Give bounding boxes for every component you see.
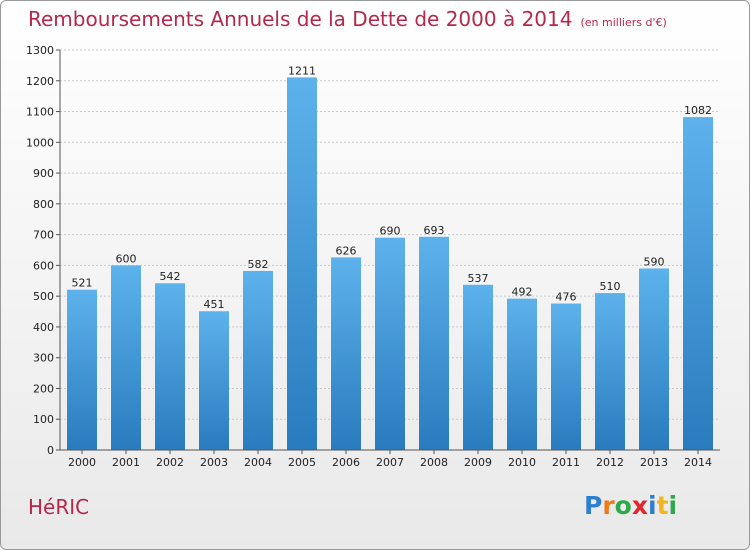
y-tick-label: 500 [33, 290, 54, 303]
logo-letter: x [631, 491, 648, 520]
data-label: 626 [336, 244, 357, 257]
data-label: 693 [424, 224, 445, 237]
logo-letter: i [668, 491, 678, 520]
data-label: 582 [248, 258, 269, 271]
data-label: 1082 [684, 104, 712, 117]
y-tick-label: 900 [33, 167, 54, 180]
bars [67, 77, 713, 451]
commune-name: HéRIC [28, 495, 90, 519]
x-tick-label: 2007 [376, 456, 404, 469]
x-tick-label: 2003 [200, 456, 228, 469]
data-label: 590 [644, 255, 665, 268]
data-label: 510 [600, 280, 621, 293]
data-label: 537 [468, 272, 489, 285]
bar [375, 237, 405, 450]
y-tick-label: 700 [33, 229, 54, 242]
bar [331, 257, 361, 450]
bar [639, 268, 669, 450]
logo-letter: r [602, 491, 615, 520]
logo-letter: i [648, 491, 657, 520]
bar [463, 284, 493, 450]
data-label: 542 [160, 270, 181, 283]
data-label: 600 [116, 252, 137, 265]
x-tick-label: 2010 [508, 456, 536, 469]
axes: 0 100 200 300 400 500 600 700 800 900 1000 1100 1200… [26, 44, 720, 469]
data-label: 492 [512, 286, 533, 299]
x-tick-label: 2012 [596, 456, 624, 469]
x-tick-label: 2009 [464, 456, 492, 469]
bar [111, 265, 141, 450]
y-tick-label: 800 [33, 198, 54, 211]
bar [67, 289, 97, 450]
y-tick-label: 1300 [26, 44, 54, 57]
bar [287, 77, 317, 450]
bar [155, 283, 185, 450]
chart-title-text: Remboursements Annuels de la Dette de 20… [28, 7, 573, 31]
data-label: 690 [380, 225, 401, 238]
y-tick-label: 1200 [26, 75, 54, 88]
logo-letter: P [584, 491, 603, 520]
bar [683, 117, 713, 451]
proxiti-logo: Proxiti [584, 491, 677, 520]
y-tick-label: 1000 [26, 136, 54, 149]
bar [595, 293, 625, 450]
data-label: 1211 [288, 64, 316, 77]
x-tick-label: 2005 [288, 456, 316, 469]
x-tick-label: 2001 [112, 456, 140, 469]
x-tick-label: 2002 [156, 456, 184, 469]
bar [243, 270, 273, 450]
data-label: 451 [204, 298, 225, 311]
y-tick-label: 0 [47, 444, 54, 457]
bar [551, 303, 581, 450]
x-tick-label: 2008 [420, 456, 448, 469]
data-label: 476 [556, 291, 577, 304]
data-labels: 521 600 542 451 582 1211 626 690 693 537 492 476 510… [72, 64, 713, 311]
chart-title: Remboursements Annuels de la Dette de 20… [28, 7, 667, 31]
data-label: 521 [72, 277, 93, 290]
x-tick-label: 2013 [640, 456, 668, 469]
x-tick-label: 2000 [68, 456, 96, 469]
chart-unit: (en milliers d'€) [580, 16, 667, 29]
y-tick-label: 1100 [26, 106, 54, 119]
x-tick-label: 2011 [552, 456, 580, 469]
bar [507, 298, 537, 450]
bar [419, 236, 449, 450]
y-tick-label: 600 [33, 259, 54, 272]
bar [199, 311, 229, 450]
logo-letter: o [614, 491, 632, 520]
x-tick-label: 2006 [332, 456, 360, 469]
y-tick-label: 300 [33, 352, 54, 365]
y-tick-label: 200 [33, 382, 54, 395]
logo-letter: t [656, 491, 669, 520]
y-tick-label: 100 [33, 413, 54, 426]
x-tick-label: 2004 [244, 456, 272, 469]
y-tick-label: 400 [33, 321, 54, 334]
x-tick-label: 2014 [684, 456, 712, 469]
